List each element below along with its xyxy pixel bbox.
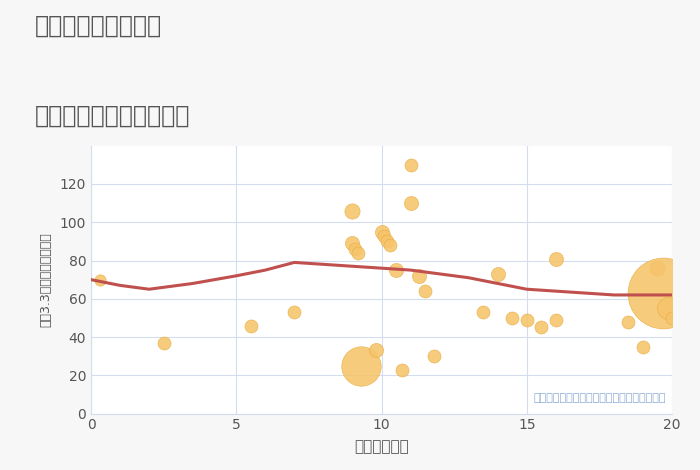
Point <box>350 245 361 253</box>
Point <box>652 265 663 272</box>
Point <box>405 161 416 169</box>
Point <box>396 366 407 373</box>
Y-axis label: 坪（3.3㎡）単価（万円）: 坪（3.3㎡）単価（万円） <box>40 232 52 327</box>
Point <box>384 242 395 249</box>
Point <box>353 249 364 257</box>
Point <box>414 272 425 280</box>
Point <box>346 240 358 247</box>
Point <box>376 228 387 235</box>
Point <box>370 347 382 354</box>
Point <box>477 308 489 316</box>
Point <box>623 318 634 326</box>
Point <box>356 362 367 369</box>
Text: 埼玉県鴻巣市鴻巣の: 埼玉県鴻巣市鴻巣の <box>35 14 162 38</box>
Point <box>245 322 256 329</box>
Point <box>662 305 673 312</box>
Text: 駅距離別中古戸建て価格: 駅距離別中古戸建て価格 <box>35 103 190 127</box>
Point <box>391 266 402 274</box>
Point <box>666 314 678 321</box>
Point <box>94 276 105 283</box>
Point <box>158 339 169 346</box>
Point <box>428 352 440 360</box>
Point <box>382 238 393 245</box>
Point <box>507 314 518 321</box>
Point <box>550 255 561 262</box>
Text: 円の大きさは、取引のあった物件面積を示す: 円の大きさは、取引のあった物件面積を示す <box>533 393 666 403</box>
Point <box>550 316 561 323</box>
Point <box>536 324 547 331</box>
Point <box>379 232 390 239</box>
Point <box>521 316 532 323</box>
Point <box>638 343 649 351</box>
Point <box>405 199 416 207</box>
Point <box>346 207 358 214</box>
X-axis label: 駅距離（分）: 駅距離（分） <box>354 439 409 454</box>
Point <box>419 287 430 295</box>
Point <box>289 308 300 316</box>
Point <box>658 290 669 297</box>
Point <box>492 270 503 278</box>
